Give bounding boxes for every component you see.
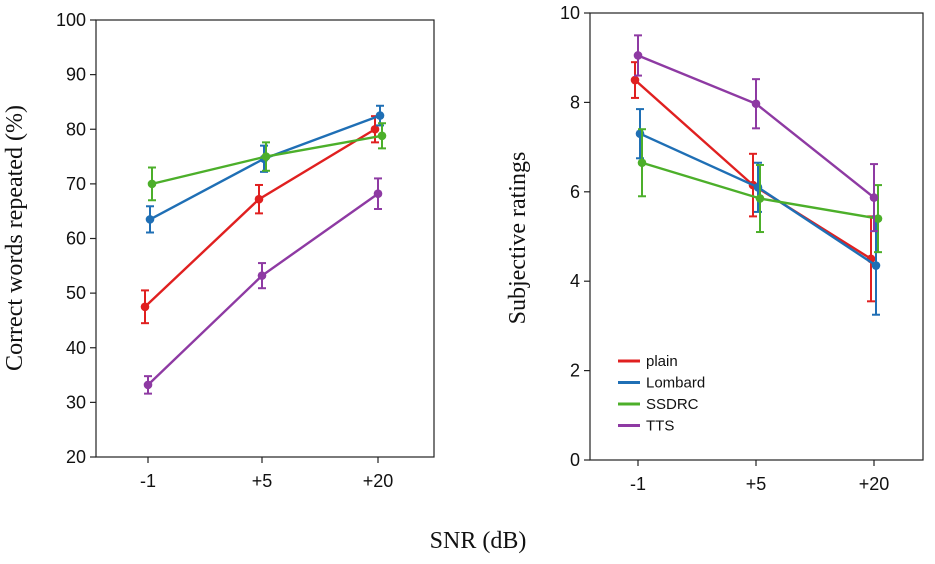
right-y-tick-label: 8 xyxy=(570,92,580,112)
right-point-ssdrc xyxy=(637,158,647,168)
left-line-plain xyxy=(144,128,376,308)
left-point-plain xyxy=(370,124,380,134)
left-x-tick-label: -1 xyxy=(140,471,156,491)
right-y-tick-label: 2 xyxy=(570,361,580,381)
right-y-tick-label: 10 xyxy=(560,3,580,23)
left-point-ssdrc xyxy=(147,179,157,189)
left-y-tick-label: 20 xyxy=(66,447,86,467)
right-series-lombard xyxy=(635,108,881,316)
shared-x-axis-label: SNR (dB) xyxy=(430,528,527,554)
right-point-lombard xyxy=(635,129,645,138)
left-y-tick-label: 30 xyxy=(66,392,86,412)
right-y-tick-label: 4 xyxy=(570,271,580,291)
legend-label-tts: TTS xyxy=(646,418,674,435)
left-y-axis-label: Correct words repeated (%) xyxy=(2,105,28,371)
left-point-tts xyxy=(373,189,383,199)
chart-subjective-ratings: 0 2 4 6 8 10 -1 +5 +20 Subjective ratings plain Lom… xyxy=(505,3,924,494)
left-plot-frame xyxy=(95,19,435,458)
left-y-tick-label: 40 xyxy=(66,338,86,358)
right-series-plain xyxy=(630,61,876,303)
right-point-tts xyxy=(751,99,761,109)
right-legend: plain Lombard SSDRC TTS xyxy=(618,353,705,435)
right-point-ssdrc xyxy=(755,194,765,203)
left-y-tick-label: 90 xyxy=(66,65,86,85)
left-y-tick-label: 100 xyxy=(56,10,86,30)
left-x-tick-label: +5 xyxy=(252,471,273,491)
right-y-axis-label: Subjective ratings xyxy=(505,152,531,325)
left-point-lombard xyxy=(375,111,385,120)
right-y-tick-label: 6 xyxy=(570,182,580,202)
left-y-tick-label: 60 xyxy=(66,229,86,249)
left-series-ssdrc xyxy=(147,122,387,202)
right-point-lombard xyxy=(871,261,881,270)
left-series-tts xyxy=(143,177,383,395)
legend-label-lombard: Lombard xyxy=(646,375,705,392)
right-point-tts xyxy=(633,51,643,60)
legend-label-plain: plain xyxy=(646,353,678,370)
right-point-ssdrc xyxy=(873,214,883,223)
left-series-plain xyxy=(140,115,380,325)
left-x-tick-label: +20 xyxy=(363,471,394,491)
left-y-tick-label: 70 xyxy=(66,174,86,194)
left-y-tick-label: 80 xyxy=(66,119,86,139)
chart-word-recognition: 20 30 40 50 60 70 80 90 100 -1 +5 +20 Correct words … xyxy=(2,10,435,491)
left-point-plain xyxy=(140,302,150,312)
right-point-tts xyxy=(869,193,879,202)
right-y-tick-label: 0 xyxy=(570,450,580,470)
left-y-tick-label: 50 xyxy=(66,283,86,303)
left-point-plain xyxy=(254,194,264,204)
left-point-tts xyxy=(143,380,153,390)
right-series-ssdrc xyxy=(637,128,883,254)
right-series-tts xyxy=(633,34,879,233)
right-point-plain xyxy=(630,75,640,85)
left-point-lombard xyxy=(145,215,155,224)
right-point-lombard xyxy=(753,183,763,192)
left-line-tts xyxy=(147,192,379,386)
left-point-tts xyxy=(257,271,267,280)
right-x-tick-label: +20 xyxy=(859,474,890,494)
right-x-tick-label: +5 xyxy=(746,474,767,494)
right-x-tick-label: -1 xyxy=(630,474,646,494)
left-point-ssdrc xyxy=(261,152,271,161)
left-point-ssdrc xyxy=(377,131,387,141)
legend-label-ssdrc: SSDRC xyxy=(646,396,699,413)
